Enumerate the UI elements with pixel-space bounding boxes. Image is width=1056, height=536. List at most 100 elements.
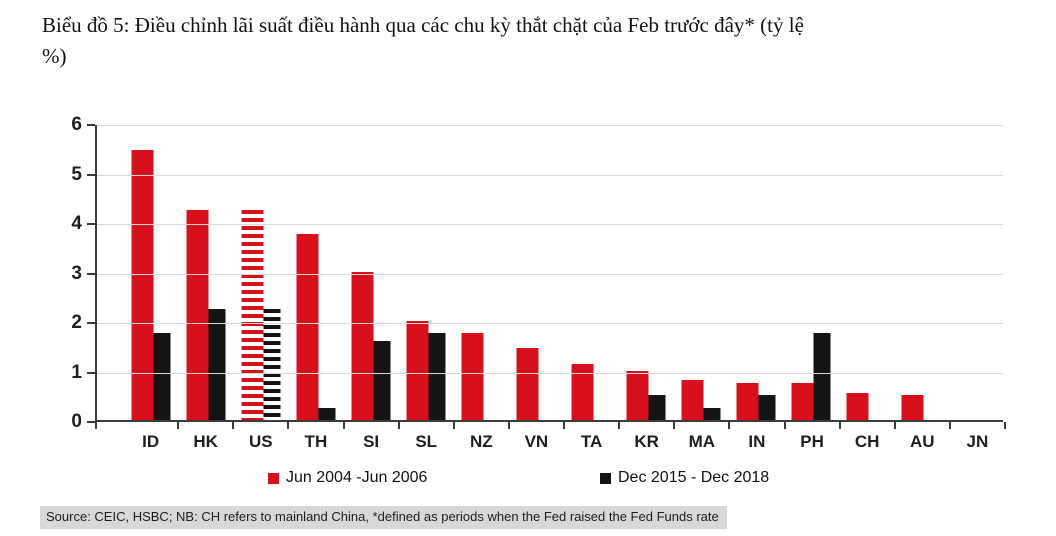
bar-series2-hk	[208, 308, 225, 420]
bar-series2-in	[758, 395, 775, 420]
bar-series2-id	[153, 333, 170, 420]
y-axis-tick	[87, 124, 95, 126]
x-axis-tick	[618, 422, 621, 429]
category-nz	[453, 125, 508, 420]
gridline-5	[97, 174, 1003, 176]
bar-series1-id	[131, 150, 153, 420]
x-axis-label-ta: TA	[580, 432, 603, 451]
category-sl	[398, 125, 453, 420]
x-axis-tick	[452, 422, 455, 429]
source-note: Source: CEIC, HSBC; NB: CH refers to mai…	[40, 506, 727, 529]
bar-series1-si	[351, 271, 373, 420]
x-axis-label-hk: HK	[193, 432, 218, 451]
x-axis-tick	[397, 422, 400, 429]
y-axis-label-0: 0	[71, 411, 82, 432]
y-axis-label-5: 5	[71, 163, 82, 185]
x-axis-label-ma: MA	[688, 432, 716, 451]
y-axis-tick	[87, 173, 95, 176]
bar-pair-kr	[626, 370, 665, 420]
legend-item-jun2004: Jun 2004 -Jun 2006	[268, 469, 427, 487]
bar-pair-in	[736, 382, 775, 420]
bar-series1-us	[241, 209, 263, 420]
gridline-6	[97, 125, 1003, 126]
bar-pair-si	[351, 271, 390, 420]
x-axis-label-ph: PH	[800, 432, 824, 451]
x-axis-label-vn: VN	[524, 432, 549, 451]
bar-pair-ma	[681, 380, 720, 420]
category-jn	[948, 125, 1003, 420]
bar-series2-sl	[428, 333, 445, 420]
y-axis-label-2: 2	[71, 312, 82, 333]
bar-pair-au	[901, 395, 940, 420]
bar-series2-ph	[813, 333, 830, 420]
category-ph	[783, 125, 838, 420]
legend-swatch-red	[268, 472, 279, 484]
gridline-4	[97, 224, 1003, 225]
bar-series1-ch	[846, 393, 868, 420]
category-us	[233, 125, 288, 420]
x-axis-tick	[893, 422, 896, 429]
x-axis-tick	[287, 422, 290, 429]
x-axis-tick	[507, 422, 510, 429]
x-axis-tick	[563, 422, 565, 429]
gridline-2	[97, 323, 1003, 324]
category-kr	[618, 125, 673, 420]
y-axis-label-1: 1	[71, 361, 82, 383]
category-ma	[673, 125, 728, 420]
category-hk	[178, 125, 233, 420]
x-axis-label-th: TH	[304, 432, 328, 451]
bars-container	[123, 125, 1003, 420]
x-axis-tick	[783, 422, 786, 429]
y-axis-tick	[87, 322, 95, 324]
bar-series1-nz	[461, 333, 483, 420]
x-axis-label-au: AU	[910, 432, 935, 451]
x-axis-label-id: ID	[142, 432, 160, 451]
y-axis-tick	[87, 223, 95, 225]
bar-pair-sl	[406, 321, 445, 420]
bar-pair-hk	[186, 209, 225, 420]
y-axis-tick	[87, 421, 95, 423]
x-axis-label-us: US	[248, 432, 273, 451]
chart-title: Biểu đồ 5: Điều chỉnh lãi suất điều hành…	[42, 10, 1032, 72]
category-si	[343, 125, 398, 420]
gridline-3	[97, 273, 1003, 275]
bar-pair-id	[131, 150, 170, 420]
bar-series2-si	[373, 340, 390, 420]
bar-series1-th	[296, 234, 318, 420]
category-ch	[838, 125, 893, 420]
category-th	[288, 125, 343, 420]
bar-series1-sl	[406, 321, 428, 420]
bar-series1-ta	[571, 364, 593, 420]
x-axis-tick	[95, 422, 97, 429]
bar-series2-ma	[703, 407, 720, 420]
bar-series1-hk	[186, 209, 208, 420]
y-axis-tick	[87, 371, 95, 374]
x-axis-tick	[232, 422, 235, 429]
bar-series2-th	[318, 407, 335, 420]
x-axis-tick	[728, 422, 731, 429]
chart-title-line1: Biểu đồ 5: Điều chỉnh lãi suất điều hành…	[42, 13, 804, 37]
bar-series1-au	[901, 395, 923, 420]
y-axis-label-4: 4	[71, 213, 82, 234]
y-axis-tick	[87, 272, 95, 275]
category-ta	[563, 125, 618, 420]
x-axis-label-si: SI	[363, 432, 380, 451]
x-axis-tick	[673, 422, 676, 429]
x-axis-tick	[177, 422, 180, 429]
bar-series1-vn	[516, 348, 538, 420]
gridline-1	[97, 372, 1003, 374]
x-axis-label-kr: KR	[634, 432, 659, 451]
y-axis-label-3: 3	[71, 262, 82, 284]
x-axis-label-ch: CH	[854, 432, 880, 451]
bar-pair-vn	[516, 348, 555, 420]
legend-label-jun2004: Jun 2004 -Jun 2006	[286, 469, 428, 486]
category-vn	[508, 125, 563, 420]
x-axis-tick	[342, 422, 345, 429]
bar-pair-nz	[461, 333, 500, 420]
category-au	[893, 125, 948, 420]
category-id	[123, 125, 178, 420]
x-axis-label-jn: JN	[966, 432, 989, 451]
bar-series1-ma	[681, 380, 703, 420]
legend-label-dec2015: Dec 2015 - Dec 2018	[618, 469, 770, 486]
